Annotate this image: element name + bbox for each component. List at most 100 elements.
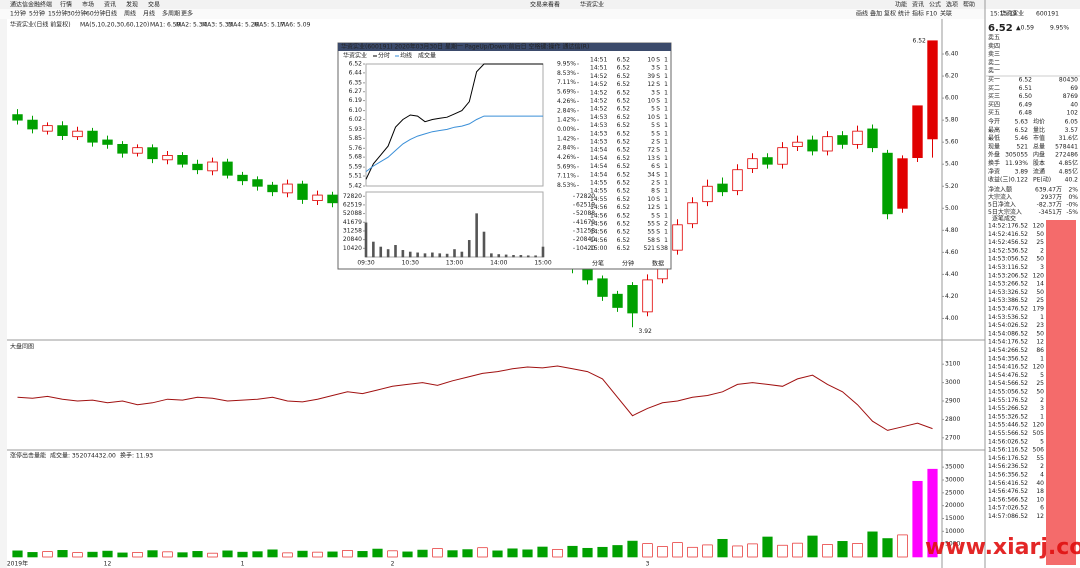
tick-cell: 34 bbox=[647, 171, 655, 178]
tick-cell: 6.52 bbox=[617, 139, 631, 146]
tick-cell: 14:54 bbox=[590, 147, 607, 154]
trade-cell: 14:53:26 bbox=[988, 281, 1015, 288]
tool-button[interactable]: 叠加 bbox=[870, 10, 882, 18]
candle-body bbox=[912, 105, 923, 159]
period-button[interactable]: 60分钟 bbox=[86, 10, 106, 18]
trade-cell: 1 bbox=[1040, 314, 1044, 321]
period-button[interactable]: 月线 bbox=[143, 10, 155, 18]
trade-cell: 6.52 bbox=[1015, 372, 1029, 379]
tool-button[interactable]: 关联 bbox=[940, 10, 952, 18]
tick-cell: 6.52 bbox=[617, 81, 631, 88]
menu-item[interactable]: 资讯 bbox=[104, 1, 116, 9]
y-tick-label: 4.40 bbox=[945, 271, 959, 278]
bid-cell: 买三 bbox=[988, 92, 1000, 100]
menu-item[interactable]: 公式 bbox=[929, 1, 941, 9]
trade-cell: 50 bbox=[1036, 389, 1044, 396]
period-button[interactable]: 1分钟 bbox=[10, 10, 26, 18]
period-button[interactable]: 更多 bbox=[181, 10, 193, 18]
volume-bar bbox=[394, 245, 397, 258]
y-tick-label: 5.59 bbox=[349, 164, 363, 171]
bid-cell: 买四 bbox=[988, 100, 1000, 108]
volume-bar bbox=[147, 550, 158, 558]
flow-cell: 2937万 bbox=[1041, 194, 1062, 201]
menu-item[interactable]: 市场 bbox=[82, 1, 94, 9]
tool-button[interactable]: F10 bbox=[926, 11, 937, 18]
tick-cell: 1 bbox=[664, 171, 668, 178]
volume-bar bbox=[462, 549, 473, 558]
trade-cell: 120 bbox=[1033, 223, 1045, 230]
menu-item[interactable]: 行情 bbox=[60, 1, 72, 9]
y-tick-label: 52088 bbox=[576, 210, 595, 217]
ask-label: 卖三 bbox=[988, 51, 1000, 58]
bid-cell: 40 bbox=[1070, 101, 1078, 108]
app-title: 通达信金融终端 bbox=[10, 1, 52, 9]
trade-cell: 6.52 bbox=[1015, 496, 1029, 503]
tick-cell: 1 bbox=[664, 212, 668, 219]
tool-button[interactable]: 复权 bbox=[884, 10, 896, 18]
y-tick-label: 1.42% bbox=[557, 135, 576, 142]
volume-bar bbox=[222, 550, 233, 558]
period-button[interactable]: 30分钟 bbox=[67, 10, 87, 18]
trade-cell: 6.52 bbox=[1015, 339, 1029, 346]
volume-bar bbox=[372, 241, 375, 258]
flow-cell: -0% bbox=[1066, 202, 1078, 209]
tool-button[interactable]: 统计 bbox=[898, 10, 910, 18]
tick-cell: S bbox=[656, 221, 660, 228]
chart-title: 大盘同图 bbox=[10, 343, 34, 351]
period-button[interactable]: 15分钟 bbox=[48, 10, 68, 18]
volume-bar bbox=[423, 253, 427, 258]
ask-label: 卖二 bbox=[988, 59, 1000, 66]
trade-cell: 14:53:53 bbox=[988, 314, 1015, 321]
popup-tab[interactable]: 分钟 bbox=[622, 260, 634, 268]
tick-cell: 6.52 bbox=[617, 147, 631, 154]
trade-cell: 14:56:56 bbox=[988, 496, 1015, 503]
legend-label: 均线 bbox=[400, 52, 412, 60]
tool-button[interactable]: 指标 bbox=[912, 10, 924, 18]
popup-tab[interactable]: 分笔 bbox=[592, 260, 604, 268]
tick-cell: 58 bbox=[647, 237, 655, 244]
volume-bar bbox=[312, 551, 323, 558]
menu-bar bbox=[0, 0, 1080, 9]
ma-label: MA5: 5.17 bbox=[254, 22, 285, 29]
candle-body bbox=[252, 179, 263, 187]
trade-cell: 2 bbox=[1040, 247, 1044, 254]
menu-item[interactable]: 发现 bbox=[126, 1, 138, 9]
candle-body bbox=[762, 157, 773, 165]
candle-body bbox=[177, 155, 188, 165]
y-tick-label: 52088 bbox=[343, 210, 362, 217]
tick-cell: S bbox=[656, 155, 660, 162]
volume-bar bbox=[327, 551, 338, 558]
period-button[interactable]: 周线 bbox=[124, 10, 136, 18]
series-line bbox=[17, 365, 933, 431]
stat-cell: 4.85亿 bbox=[1059, 167, 1078, 175]
trade-cell: 50 bbox=[1036, 289, 1044, 296]
volume-bar bbox=[552, 548, 563, 558]
menu-item[interactable]: 资讯 bbox=[912, 1, 924, 9]
period-button[interactable]: 多周期 bbox=[162, 10, 180, 18]
flow-cell: 大宗流入 bbox=[988, 193, 1012, 201]
volume-bar bbox=[490, 253, 493, 258]
trade-cell: 6.52 bbox=[1015, 223, 1029, 230]
menu-item[interactable]: 选项 bbox=[946, 1, 958, 9]
legend-label: 成交量 bbox=[418, 52, 436, 60]
stat-cell: 量比 bbox=[1033, 126, 1045, 134]
menu-item[interactable]: 交易 bbox=[148, 1, 160, 9]
candle-body bbox=[732, 169, 743, 192]
period-button[interactable]: 日线 bbox=[105, 10, 117, 18]
y-tick-label: 5.40 bbox=[945, 161, 959, 168]
trade-cell: 6.52 bbox=[1015, 322, 1029, 329]
menu-item[interactable]: 功能 bbox=[895, 1, 907, 9]
y-tick-label: 10420 bbox=[576, 245, 595, 252]
popup-tab[interactable]: 数据 bbox=[652, 260, 664, 268]
trade-cell: 14:55:56 bbox=[988, 430, 1015, 437]
trade-cell: 86 bbox=[1036, 347, 1044, 354]
menu-item[interactable]: 帮助 bbox=[963, 1, 975, 9]
candle-body bbox=[57, 125, 68, 136]
tool-button[interactable]: 画线 bbox=[856, 10, 868, 18]
period-button[interactable]: 5分钟 bbox=[29, 10, 45, 18]
trade-cell: 14:54:08 bbox=[988, 330, 1015, 337]
tick-cell: 6.52 bbox=[617, 130, 631, 137]
volume-bar bbox=[777, 544, 788, 558]
max-price-label: 6.52 bbox=[913, 37, 927, 44]
tick-cell: S bbox=[656, 89, 660, 96]
